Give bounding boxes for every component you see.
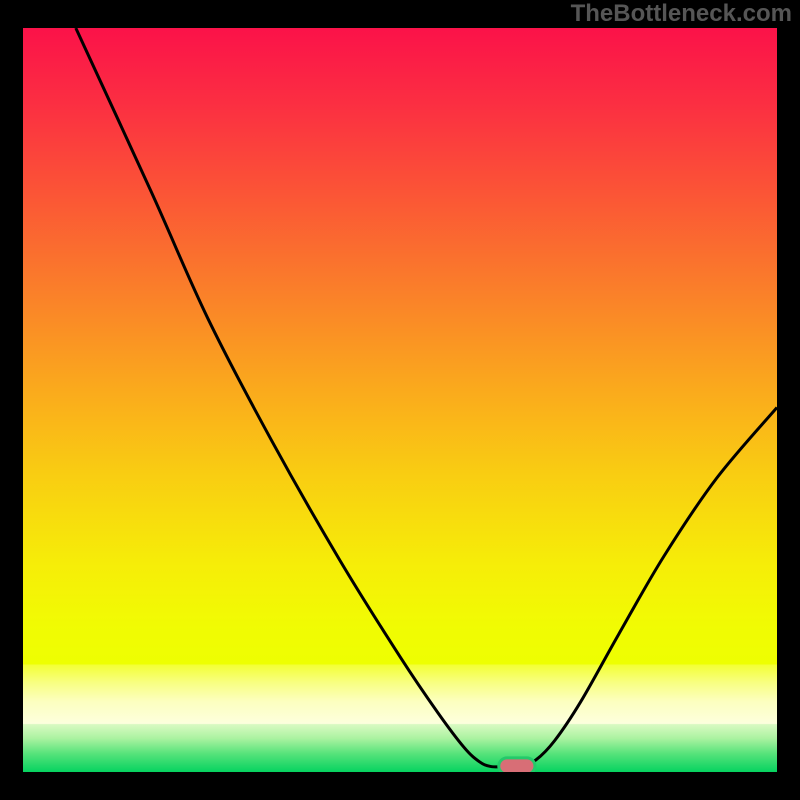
gradient-background: [23, 28, 777, 772]
watermark-text: TheBottleneck.com: [571, 0, 792, 28]
chart-svg: [23, 28, 777, 772]
optimal-marker: [499, 758, 535, 772]
plot-area: [23, 28, 777, 772]
chart-frame: TheBottleneck.com: [0, 0, 800, 800]
